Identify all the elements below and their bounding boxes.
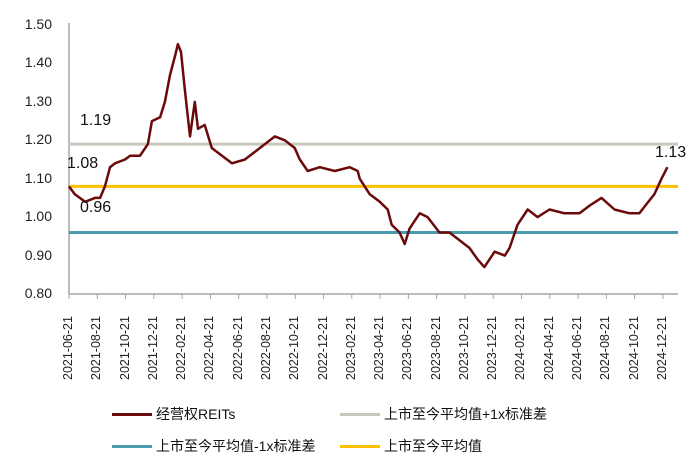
- x-tick-label: 2023-06-21: [400, 316, 415, 380]
- x-tick-label: 2022-12-21: [315, 316, 330, 380]
- x-tick-label: 2024-12-21: [654, 316, 669, 380]
- x-tick-label: 2021-10-21: [117, 316, 132, 380]
- value-annotation: 1.19: [80, 112, 112, 129]
- x-tick-label: 2024-02-21: [513, 316, 528, 380]
- x-tick-label: 2022-02-21: [174, 316, 189, 380]
- x-tick-label: 2024-08-21: [598, 316, 613, 380]
- x-tick-label: 2024-10-21: [626, 316, 641, 380]
- value-annotation: 1.08: [67, 155, 99, 172]
- x-tick-label: 2022-10-21: [287, 316, 302, 380]
- x-tick-label: 2023-02-21: [343, 316, 358, 380]
- x-tick-label: 2022-08-21: [258, 316, 273, 380]
- x-tick-label: 2023-04-21: [372, 316, 387, 380]
- x-tick-label: 2021-08-21: [89, 316, 104, 380]
- y-tick-label: 1.50: [24, 16, 52, 32]
- x-tick-label: 2022-06-21: [230, 316, 245, 380]
- x-tick-label: 2021-12-21: [145, 316, 160, 380]
- x-tick-label: 2024-06-21: [570, 316, 585, 380]
- y-tick-label: 1.00: [24, 208, 52, 225]
- y-tick-label: 1.20: [24, 131, 52, 148]
- y-tick-label: 1.40: [24, 54, 52, 71]
- x-tick-label: 2022-04-21: [202, 316, 217, 380]
- x-tick-label: 2023-08-21: [428, 316, 443, 380]
- y-tick-label: 1.30: [24, 92, 52, 109]
- value-annotation: 1.13: [655, 144, 687, 161]
- value-annotation: 0.96: [80, 199, 112, 216]
- x-tick-label: 2021-06-21: [61, 316, 75, 380]
- x-tick-label: 2023-10-21: [456, 316, 471, 380]
- y-tick-label: 1.10: [24, 169, 52, 186]
- reits-line: [67, 42, 669, 269]
- x-tick-label: 2023-12-21: [485, 316, 500, 380]
- y-tick-label: 0.90: [24, 246, 52, 263]
- x-tick-label: 2024-04-21: [541, 316, 556, 380]
- y-tick-label: 0.80: [24, 285, 52, 301]
